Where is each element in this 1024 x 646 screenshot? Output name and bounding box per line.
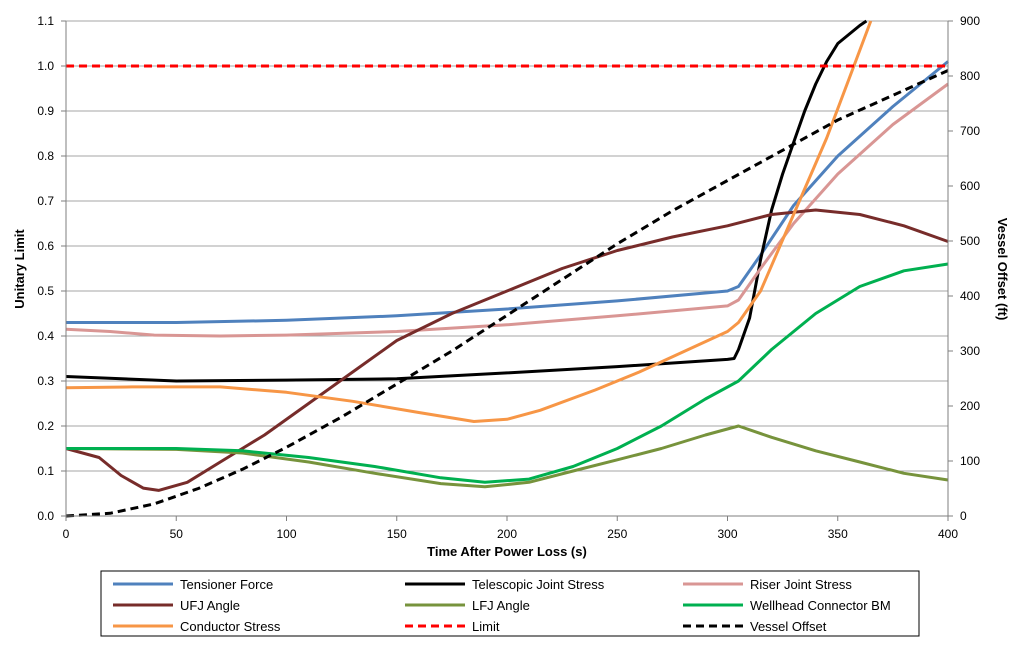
y-tick-label: 0.5 [37,284,54,298]
series-line-wellhead-connector-bm [66,262,949,484]
y2-tick-label: 900 [960,14,980,28]
x-tick-label: 50 [170,527,184,541]
legend: Tensioner Force Telescopic Joint Stress Ri… [100,570,920,637]
x-axis-ticks: 0 50 100 150 200 250 300 350 400 [63,516,958,541]
y-tick-label: 0.8 [37,149,54,163]
legend-label-conductor-stress: Conductor Stress [180,619,281,634]
y2-tick-label: 200 [960,399,980,413]
y2-tick-label: 100 [960,454,980,468]
y2-tick-label: 500 [960,234,980,248]
y2-tick-label: 300 [960,344,980,358]
x-axis-title: Time After Power Loss (s) [427,544,587,559]
series-line-tensioner-force [66,60,949,324]
series-line-lfj-angle [65,424,949,489]
x-tick-label: 400 [938,527,958,541]
x-tick-label: 200 [497,527,517,541]
legend-label-lfj-angle: LFJ Angle [472,598,530,613]
series-line-vessel-offset [65,69,949,518]
y2-axis-ticks: 0 100 200 300 400 500 600 700 800 900 [948,14,980,523]
y2-tick-label: 600 [960,179,980,193]
series-line-riser-joint-stress [65,82,949,338]
y2-tick-label: 800 [960,69,980,83]
series-lines [65,19,949,518]
legend-items: Tensioner Force Telescopic Joint Stress Ri… [113,577,891,634]
y-tick-label: 0.2 [37,419,54,433]
x-tick-label: 150 [387,527,407,541]
legend-label-ufj-angle: UFJ Angle [180,598,240,613]
legend-label-limit: Limit [472,619,500,634]
y-tick-label: 0.4 [37,329,54,343]
legend-label-telescopic-joint-stress: Telescopic Joint Stress [472,577,605,592]
x-tick-label: 100 [276,527,296,541]
gridlines [66,20,948,517]
legend-label-wellhead-connector-bm: Wellhead Connector BM [750,598,891,613]
y-tick-label: 0.9 [37,104,54,118]
x-tick-label: 350 [828,527,848,541]
series-line-conductor-stress [65,20,873,423]
y2-tick-label: 0 [960,509,967,523]
y2-tick-label: 400 [960,289,980,303]
y-tick-label: 0.7 [37,194,54,208]
y-tick-label: 0.1 [37,464,54,478]
y2-tick-label: 700 [960,124,980,138]
x-tick-label: 0 [63,527,70,541]
y-axis-ticks: 0.0 0.1 0.2 0.3 0.4 0.5 0.6 0.7 0.8 0.9 1.0 1.1 [37,14,66,523]
legend-label-riser-joint-stress: Riser Joint Stress [750,577,852,592]
axes [65,21,949,517]
y-tick-label: 0.6 [37,239,54,253]
x-tick-label: 250 [607,527,627,541]
y2-axis-title: Vessel Offset (ft) [995,218,1010,321]
y-tick-label: 0.3 [37,374,54,388]
y-tick-label: 0.0 [37,509,54,523]
legend-label-tensioner-force: Tensioner Force [180,577,273,592]
legend-box [100,570,920,637]
x-tick-label: 300 [717,527,737,541]
y-tick-label: 1.1 [37,14,54,28]
y-axis-title: Unitary Limit [12,229,27,309]
y-tick-label: 1.0 [37,59,54,73]
legend-label-vessel-offset: Vessel Offset [750,619,827,634]
